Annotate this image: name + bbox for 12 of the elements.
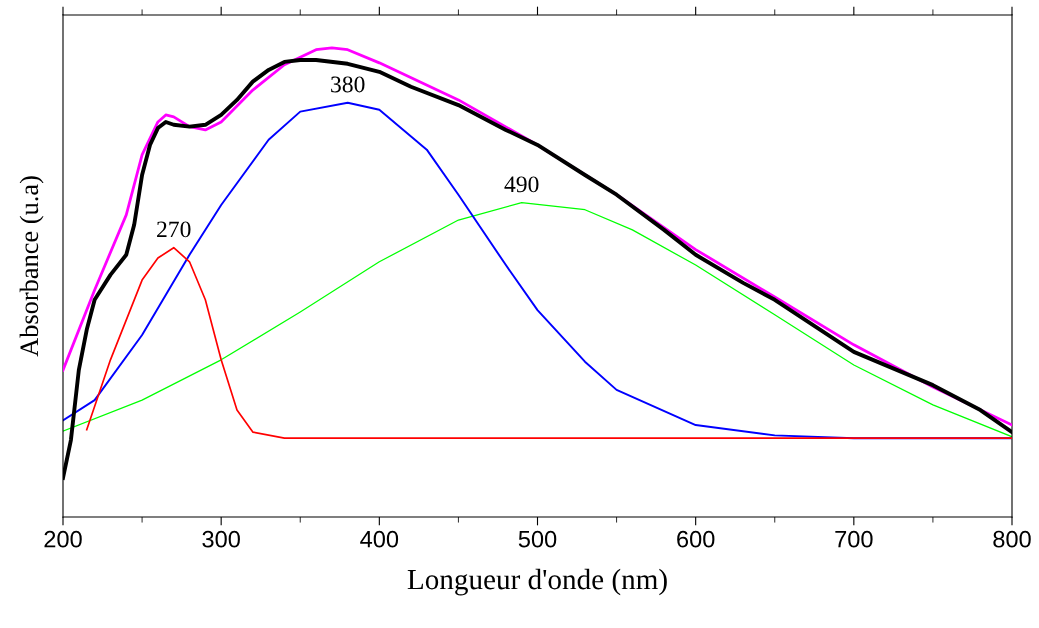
x-tick-label: 200 — [44, 530, 82, 548]
annotation: 380 — [331, 76, 365, 93]
x-tick-label: 800 — [993, 530, 1031, 548]
x-tick-label: 300 — [202, 530, 240, 548]
annotation: 490 — [504, 176, 539, 193]
x-tick-label: 600 — [677, 530, 715, 548]
annotation: 270 — [157, 221, 191, 238]
x-tick-label: 500 — [518, 530, 557, 548]
x-axis-title: Longueur d'onde (nm) — [407, 568, 667, 596]
x-tick-label: 700 — [835, 530, 873, 548]
x-tick-label: 400 — [360, 530, 399, 548]
y-axis-title: Absorbance (u.a) — [19, 176, 44, 357]
